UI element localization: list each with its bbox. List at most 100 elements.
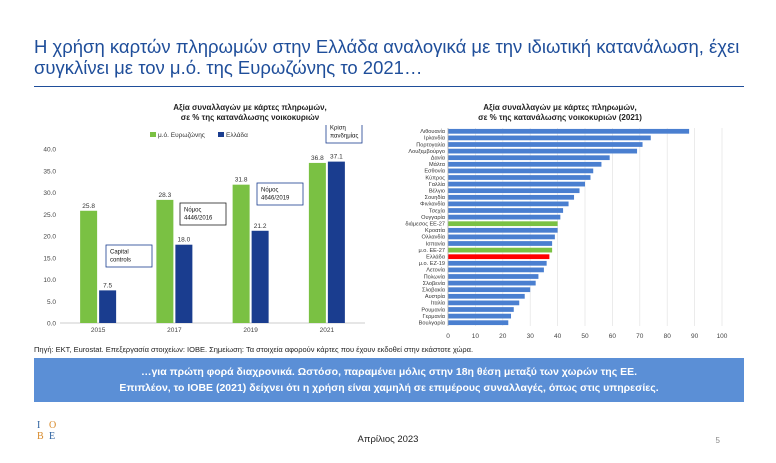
annotation-text: πανδημίας bbox=[330, 134, 358, 140]
bar-country bbox=[448, 267, 544, 273]
bar-country bbox=[448, 181, 585, 187]
y-tick-label: 10.0 bbox=[43, 277, 56, 284]
bar-greece bbox=[251, 230, 269, 323]
data-label: 25.8 bbox=[82, 203, 95, 210]
annotation-text: Κρίση bbox=[330, 126, 346, 132]
category-label: Εσθονία bbox=[424, 169, 445, 175]
x-tick-label: 20 bbox=[499, 333, 507, 340]
x-tick-label: 40 bbox=[554, 333, 562, 340]
category-label: Λουξεμβούργο bbox=[408, 149, 445, 155]
bar-country bbox=[448, 234, 555, 240]
left-chart-title-line2: σε % της κατανάλωσης νοικοκυριών bbox=[180, 113, 320, 122]
bar-eurozone bbox=[232, 184, 250, 323]
category-label: Αυστρία bbox=[425, 294, 446, 300]
category-label: Γαλλία bbox=[429, 182, 446, 188]
y-tick-label: 35.0 bbox=[43, 168, 56, 175]
slide-title: Η χρήση καρτών πληρωμών στην Ελλάδα αναλ… bbox=[34, 36, 740, 78]
right-chart-title-line1: Αξία συναλλαγών με κάρτες πληρωμών, bbox=[483, 103, 637, 112]
data-label: 37.1 bbox=[330, 154, 343, 161]
right-chart-title: Αξία συναλλαγών με κάρτες πληρωμών, σε %… bbox=[440, 103, 680, 123]
category-label: Σλοβενία bbox=[423, 281, 446, 287]
annotation-text: 4446/2016 bbox=[184, 216, 213, 222]
data-label: 31.8 bbox=[235, 177, 248, 184]
category-label: μ.ο. ΕΖ-19 bbox=[419, 261, 445, 267]
callout-line-1: …για πρώτη φορά διαχρονικά. Ωστόσο, παρα… bbox=[140, 366, 638, 378]
y-tick-label: 25.0 bbox=[43, 212, 56, 219]
callout-line-2: Επιπλέον, το ΙΟΒΕ (2021) δείχνει ότι η χ… bbox=[119, 382, 659, 394]
data-label: 18.0 bbox=[178, 237, 191, 244]
category-label: Λιθουανία bbox=[420, 129, 446, 135]
legend-swatch bbox=[150, 132, 156, 137]
bar-country bbox=[448, 148, 638, 154]
bar-eurozone bbox=[308, 162, 326, 323]
bar-eurozone bbox=[156, 199, 174, 323]
bar-red bbox=[448, 254, 550, 260]
annotation-box bbox=[105, 244, 153, 268]
category-label: Σουηδία bbox=[425, 195, 446, 201]
bar-country bbox=[448, 300, 520, 306]
annotation-text: Νόμος bbox=[261, 187, 278, 194]
data-label: 36.8 bbox=[311, 155, 324, 162]
page-number: 5 bbox=[715, 436, 720, 445]
bar-country bbox=[448, 188, 580, 194]
annotation-text: Capital bbox=[110, 250, 129, 256]
x-tick-label: 2019 bbox=[243, 327, 258, 334]
source-note: Πηγή: ΕΚΤ, Eurostat. Επεξεργασία στοιχεί… bbox=[34, 345, 474, 354]
title-divider bbox=[34, 86, 744, 87]
logo-letter: B bbox=[37, 431, 44, 442]
bar-greece bbox=[175, 244, 193, 323]
bar-country bbox=[448, 201, 569, 207]
category-label: Μάλτα bbox=[429, 161, 446, 168]
category-label: Πολωνία bbox=[424, 274, 446, 280]
category-label: Φινλανδία bbox=[420, 202, 446, 208]
y-tick-label: 5.0 bbox=[47, 299, 56, 306]
y-tick-label: 30.0 bbox=[43, 190, 56, 197]
right-chart-title-line2: σε % της κατανάλωσης νοικοκυριών (2021) bbox=[478, 113, 642, 122]
bar-country bbox=[448, 307, 514, 312]
left-chart-title-line1: Αξία συναλλαγών με κάρτες πληρωμών, bbox=[173, 103, 327, 112]
annotation-text: 4646/2019 bbox=[261, 196, 290, 202]
callout-box: …για πρώτη φορά διαχρονικά. Ωστόσο, παρα… bbox=[34, 358, 744, 402]
logo-letter: I bbox=[37, 420, 41, 431]
left-chart: 0.0 5.0 10.0 15.0 20.0 25.0 30.0 35.0 40.0 μ.ό. Ε… bbox=[43, 125, 365, 334]
bar-country bbox=[448, 194, 575, 200]
bar-greece bbox=[327, 161, 345, 323]
bar-country bbox=[448, 274, 539, 279]
bar-country bbox=[448, 175, 591, 180]
left-chart-title: Αξία συναλλαγών με κάρτες πληρωμών, σε %… bbox=[100, 103, 400, 123]
x-tick-label: 60 bbox=[609, 333, 617, 340]
annotation-box bbox=[325, 125, 363, 144]
category-label: Βέλγιο bbox=[429, 187, 445, 194]
right-chart: 0 10 20 30 40 50 60 70 80 90 100ΛιθουανίαΙρλανδίαΠ… bbox=[405, 128, 728, 340]
legend-label: μ.ό. Ευρωζώνης bbox=[158, 131, 205, 139]
category-label: Ελλάδα bbox=[426, 253, 446, 260]
bar-country bbox=[448, 313, 512, 319]
bar-green bbox=[448, 247, 553, 253]
footer-date: Απρίλιος 2023 bbox=[357, 434, 419, 445]
category-label: Βουλγαρία bbox=[419, 320, 446, 326]
category-label: μ.ο. ΕΕ-27 bbox=[418, 248, 445, 254]
legend-swatch bbox=[218, 132, 224, 137]
iobe-logo: I O B E bbox=[34, 418, 62, 446]
bar-country bbox=[448, 241, 553, 246]
category-label: Τσεχία bbox=[429, 208, 446, 214]
bar-country bbox=[448, 161, 602, 167]
x-tick-label: 30 bbox=[527, 333, 535, 340]
category-label: Ρουμανία bbox=[421, 307, 445, 313]
annotation-text: Νόμος bbox=[184, 207, 201, 214]
x-tick-label: 70 bbox=[636, 333, 644, 340]
bar-country bbox=[448, 320, 509, 326]
bar-country bbox=[448, 155, 610, 161]
bar-country bbox=[448, 293, 525, 299]
data-label: 21.2 bbox=[254, 223, 267, 230]
bar-country bbox=[448, 168, 594, 174]
y-tick-label: 15.0 bbox=[43, 255, 56, 262]
bar-country bbox=[448, 208, 564, 213]
bar-country bbox=[448, 287, 531, 293]
bar-country bbox=[448, 128, 690, 134]
category-label: Ολλανδία bbox=[422, 235, 446, 241]
x-tick-label: 2017 bbox=[167, 327, 182, 334]
bar-green bbox=[448, 221, 558, 227]
x-tick-label: 0 bbox=[446, 333, 450, 340]
category-label: Ουγγαρία bbox=[421, 215, 446, 221]
